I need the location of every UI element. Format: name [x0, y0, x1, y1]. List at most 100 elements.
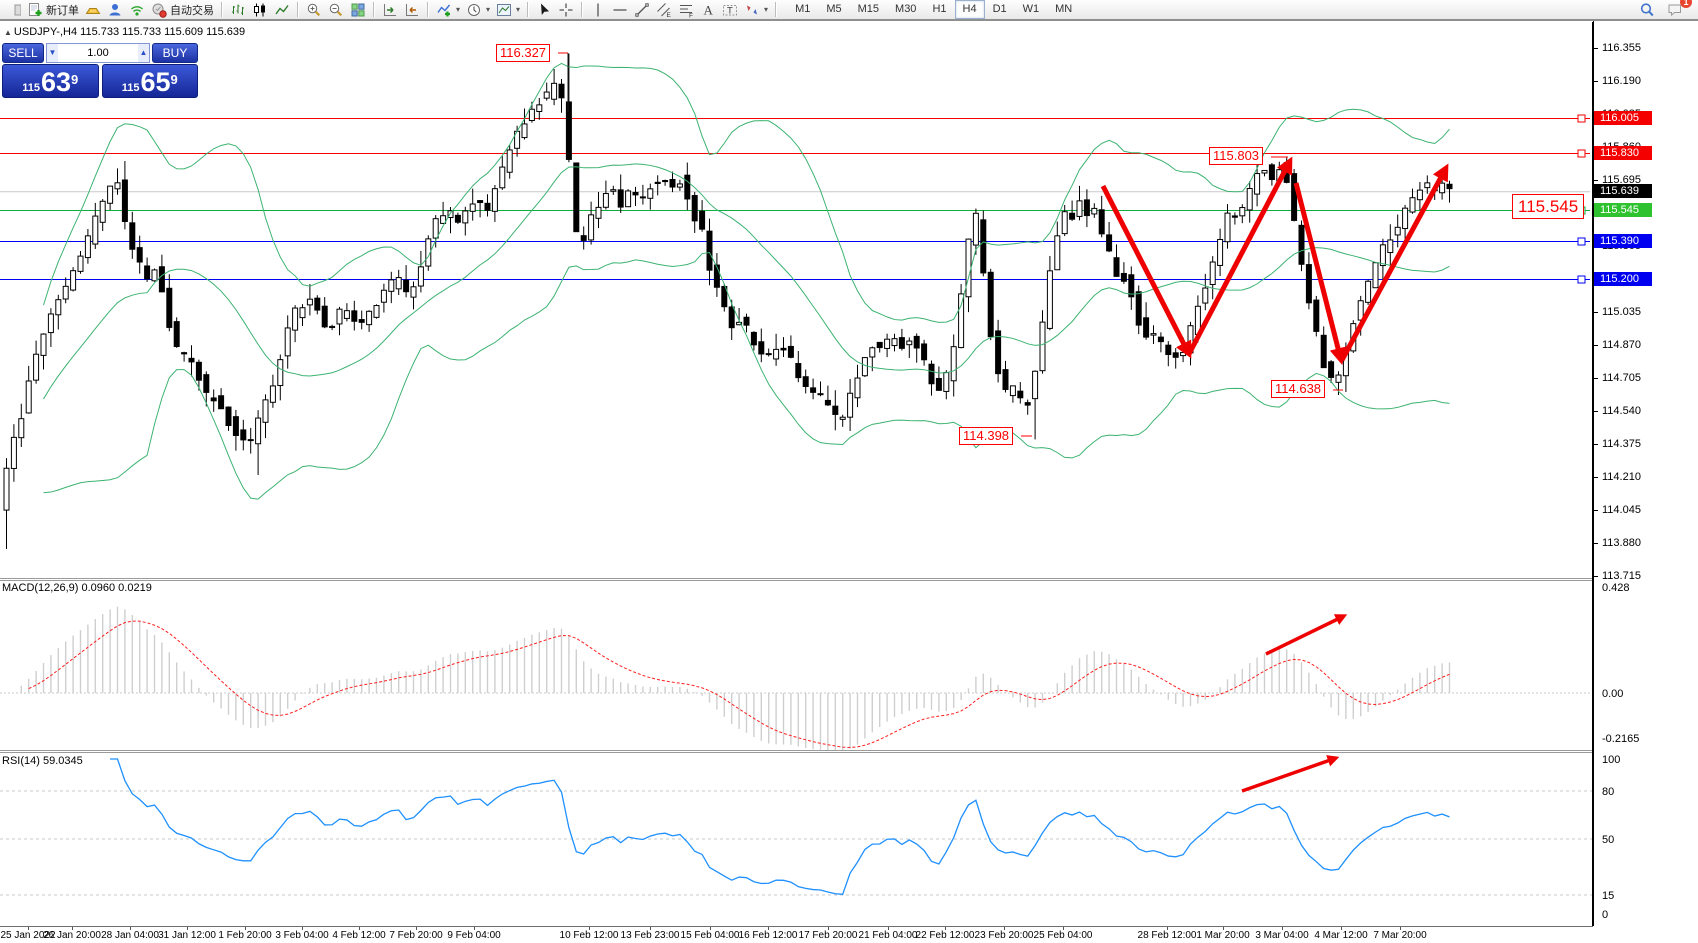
time-tick-mark	[945, 927, 946, 930]
timeframe-d1[interactable]: D1	[992, 3, 1007, 15]
candles	[3, 53, 1453, 549]
main-toolbar: 新订单 自动交易 ▾ ▾ ▾ E F A T ▾ M1 M5 M15 M30 H1 H4 D1 W1 MN 1	[0, 0, 1698, 21]
time-axis[interactable]: 25 Jan 2022 26 Jan 20:00 28 Jan 04:00 31 Ja…	[0, 926, 1593, 943]
periods-icon[interactable]: ▾	[463, 1, 493, 19]
line-chart-icon[interactable]	[271, 1, 293, 19]
search-icon[interactable]	[1636, 1, 1658, 19]
buy-price-display[interactable]: 115 65 9	[101, 64, 198, 98]
text-icon[interactable]: A	[697, 1, 719, 19]
community-icon[interactable]	[104, 1, 126, 19]
timeframe-m30[interactable]: M30	[895, 3, 917, 15]
time-tick-mark	[1400, 927, 1401, 930]
toolbar-separator	[221, 2, 223, 17]
cursor-icon[interactable]	[533, 1, 555, 19]
sell-price-display[interactable]: 115 63 9	[2, 64, 99, 98]
buy-button[interactable]: BUY	[152, 43, 198, 63]
time-label: 10 Feb 12:00	[559, 930, 619, 941]
tile-windows-icon[interactable]	[347, 1, 369, 19]
vline-icon[interactable]	[587, 1, 609, 19]
zoom-in-icon[interactable]	[303, 1, 325, 19]
price-tick: 114.870	[1602, 339, 1641, 351]
axis-tick-mark	[1594, 378, 1598, 379]
timeframe-h1[interactable]: H1	[932, 3, 947, 15]
time-label: 4 Mar 12:00	[1314, 930, 1368, 941]
toolbar-separator	[297, 2, 299, 17]
volume-increase-button[interactable]: ▲	[138, 44, 149, 62]
templates-icon[interactable]: ▾	[493, 1, 523, 19]
crosshair-icon[interactable]	[555, 1, 577, 19]
timeframe-h4[interactable]: H4	[954, 0, 985, 19]
time-label: 16 Feb 12:00	[738, 930, 798, 941]
axis-tick-mark	[1594, 444, 1598, 445]
price-annotation-114.398[interactable]: 114.398	[959, 427, 1014, 445]
sell-button[interactable]: SELL	[2, 43, 44, 63]
macd-axis-tick: 0.00	[1602, 688, 1624, 700]
time-tick-mark	[474, 927, 475, 930]
candlestick-icon[interactable]	[249, 1, 271, 19]
bar-chart-icon[interactable]	[227, 1, 249, 19]
price-annotation-116.327[interactable]: 116.327	[496, 44, 551, 62]
time-label: 31 Jan 12:00	[158, 930, 216, 941]
time-tick-mark	[1341, 927, 1342, 930]
timeframe-m1[interactable]: M1	[795, 3, 811, 15]
axis-tick-mark	[1594, 312, 1598, 313]
timeframe-mn[interactable]: MN	[1055, 3, 1073, 15]
time-tick-mark	[828, 927, 829, 930]
expand-triangle-icon[interactable]: ▲	[4, 28, 12, 37]
chart-shift-icon[interactable]	[401, 1, 423, 19]
price-annotation-114.638[interactable]: 114.638	[1271, 380, 1326, 398]
time-label: 25 Jan 2022	[0, 930, 56, 941]
timeframe-m5[interactable]: M5	[826, 3, 842, 15]
price-annotation-115.803[interactable]: 115.803	[1209, 147, 1264, 165]
rsi-indicator-label: RSI(14) 59.0345	[2, 755, 83, 767]
rsi-axis-tick: 15	[1602, 890, 1615, 902]
notifications-icon[interactable]: 1	[1664, 0, 1692, 19]
time-label: 15 Feb 04:00	[680, 930, 740, 941]
volume-input[interactable]	[57, 44, 139, 62]
indicators-icon[interactable]: ▾	[433, 1, 463, 19]
rsi-axis-tick: 50	[1602, 834, 1615, 846]
time-tick-mark	[245, 927, 246, 930]
chevron-down-icon[interactable]: ▾	[516, 5, 521, 14]
timeframe-m15[interactable]: M15	[857, 3, 880, 15]
svg-text:F: F	[689, 12, 693, 18]
price-axis[interactable]: 116.355116.190116.025115.860115.695115.5…	[1593, 21, 1698, 926]
new-order-button[interactable]: 新订单	[24, 1, 82, 19]
zoom-out-icon[interactable]	[325, 1, 347, 19]
gold-icon[interactable]	[82, 1, 104, 19]
time-tick-mark	[888, 927, 889, 930]
time-label: 25 Feb 04:00	[1033, 930, 1093, 941]
trend-arrow-4	[1339, 163, 1449, 362]
chevron-down-icon[interactable]: ▾	[456, 5, 461, 14]
price-tick: 115.695	[1602, 174, 1641, 186]
price-tick: 113.715	[1602, 570, 1641, 582]
channel-icon[interactable]: E	[653, 1, 675, 19]
trendline-icon[interactable]	[631, 1, 653, 19]
time-tick-mark	[416, 927, 417, 930]
macd-signal-line	[28, 620, 1450, 748]
price-tick: 114.210	[1602, 471, 1641, 483]
fibonacci-icon[interactable]: F	[675, 1, 697, 19]
shapes-icon[interactable]: ▾	[741, 1, 771, 19]
signals-icon[interactable]	[126, 1, 148, 19]
time-tick-mark	[1167, 927, 1168, 930]
chevron-down-icon[interactable]: ▾	[486, 5, 491, 14]
time-label: 26 Jan 20:00	[43, 930, 101, 941]
label-icon[interactable]: T	[719, 1, 741, 19]
time-label: 21 Feb 04:00	[858, 930, 918, 941]
rsi-axis-tick: 80	[1602, 786, 1615, 798]
price-badge-115.200: 115.200	[1594, 272, 1652, 286]
toolbar-separator	[581, 2, 584, 17]
time-tick-mark	[589, 927, 590, 930]
volume-decrease-button[interactable]: ▼	[47, 44, 58, 62]
autotrading-button[interactable]: 自动交易	[148, 1, 217, 19]
big-price-label[interactable]: 115.545	[1512, 194, 1585, 219]
timeframe-w1[interactable]: W1	[1022, 3, 1040, 15]
time-label: 3 Feb 04:00	[275, 930, 329, 941]
time-tick-mark	[28, 927, 29, 930]
chevron-down-icon[interactable]: ▾	[764, 5, 769, 14]
price-tick: 114.705	[1602, 372, 1641, 384]
hline-icon[interactable]	[609, 1, 631, 19]
autoscroll-icon[interactable]	[379, 1, 401, 19]
